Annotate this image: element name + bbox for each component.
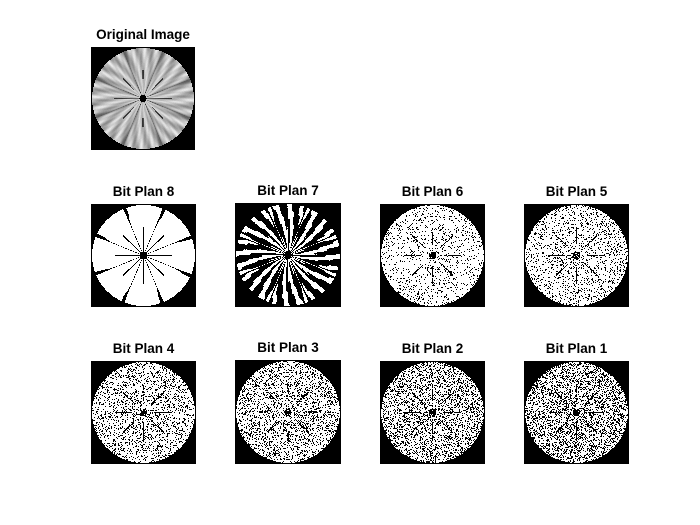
bit-plane-4-panel: Bit Plan 4 <box>91 341 196 464</box>
bit-plane-5-panel: Bit Plan 5 <box>524 184 629 307</box>
panel-title: Original Image <box>96 27 190 42</box>
bit-plane-6-image <box>380 204 485 307</box>
original-image <box>91 47 195 150</box>
panel-title: Bit Plan 2 <box>401 341 464 356</box>
bit-plane-6-panel: Bit Plan 6 <box>380 184 485 307</box>
bit-plane-2-image <box>380 361 485 464</box>
panel-title: Bit Plan 7 <box>257 183 319 198</box>
panel-title: Bit Plan 5 <box>545 184 608 199</box>
panel-title: Bit Plan 1 <box>545 341 608 356</box>
panel-title: Bit Plan 4 <box>112 341 175 356</box>
original-image-panel: Original Image <box>91 27 195 150</box>
panel-title: Bit Plan 3 <box>257 340 319 355</box>
bit-plane-7-image <box>235 203 341 307</box>
panel-title: Bit Plan 8 <box>112 184 175 199</box>
bit-plane-7-panel: Bit Plan 7 <box>235 183 341 307</box>
bit-plane-8-panel: Bit Plan 8 <box>91 184 196 307</box>
bit-plane-1-panel: Bit Plan 1 <box>524 341 629 464</box>
bit-plane-3-panel: Bit Plan 3 <box>235 340 341 464</box>
bit-plane-4-image <box>91 361 196 464</box>
bit-plane-8-image <box>91 204 196 307</box>
panel-title: Bit Plan 6 <box>401 184 464 199</box>
bit-plane-5-image <box>524 204 629 307</box>
bit-plane-1-image <box>524 361 629 464</box>
bit-plane-2-panel: Bit Plan 2 <box>380 341 485 464</box>
bit-plane-3-image <box>235 360 341 464</box>
